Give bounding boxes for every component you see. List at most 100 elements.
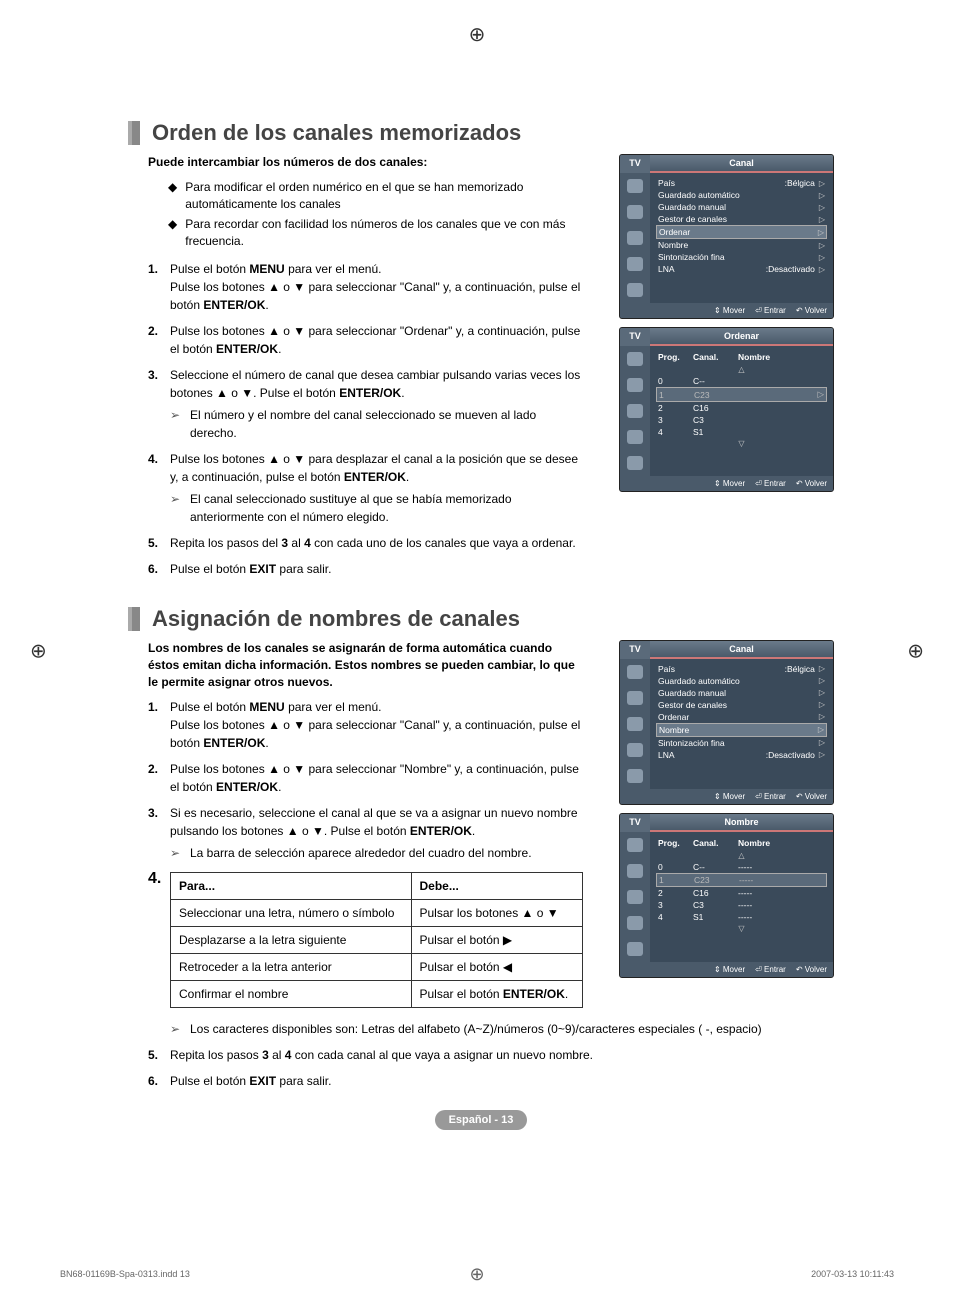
doc-footer-left: BN68-01169B-Spa-0313.indd 13 (60, 1269, 190, 1279)
step: 5.Repita los pasos del 3 al 4 con cada u… (148, 534, 834, 552)
footer-hint: ⏎ Entrar (755, 306, 786, 315)
footer-hint: ⏎ Entrar (755, 479, 786, 488)
menu-item: Ordenar▷ (656, 711, 827, 723)
crop-mark-top-icon: ⊕ (469, 22, 486, 47)
crop-mark-left-icon: ⊕ (30, 638, 47, 663)
substep-text: La barra de selección aparece alrededor … (190, 844, 532, 862)
step-num: 4. (148, 450, 170, 526)
step-num: 2. (148, 322, 170, 358)
menu-item: Ordenar▷ (656, 225, 827, 239)
table-row: Confirmar el nombrePulsar el botón ENTER… (171, 981, 583, 1008)
footer-hint: ⇕ Mover (714, 965, 745, 974)
tv-tab: TV (620, 641, 650, 659)
footer-hint: ↶ Volver (796, 792, 827, 801)
crop-mark-bottom-icon: ⊕ (469, 1264, 484, 1285)
step: 5.Repita los pasos 3 al 4 con cada canal… (148, 1046, 834, 1064)
step-num: 3. (148, 804, 170, 862)
step-text: Pulse el botón EXIT para salir. (170, 1072, 834, 1090)
menu-item: Sintonización fina▷ (656, 737, 827, 749)
footer-hint: ⇕ Mover (714, 792, 745, 801)
table-cell: Retroceder a la letra anterior (171, 954, 412, 981)
diamond-icon: ◆ (168, 216, 177, 250)
step-num: 4. (148, 870, 170, 1008)
menu-item: Gestor de canales▷ (656, 699, 827, 711)
channel-row: 0C-- (656, 375, 827, 387)
scroll-down-icon: ▽ (656, 923, 827, 934)
step-text: Pulse el botón MENU para ver el menú.Pul… (170, 260, 583, 314)
scroll-up-icon: △ (656, 850, 827, 861)
step-text: Repita los pasos del 3 al 4 con cada uno… (170, 534, 834, 552)
menu-item: Guardado automático▷ (656, 675, 827, 687)
doc-footer-right: 2007-03-13 10:11:43 (811, 1269, 894, 1279)
step-text: Pulse los botones ▲ o ▼ para seleccionar… (170, 322, 583, 358)
step-num: 1. (148, 260, 170, 314)
step-text: Seleccione el número de canal que desea … (170, 366, 583, 442)
step: 6.Pulse el botón EXIT para salir. (148, 560, 834, 578)
menu-item: Guardado manual▷ (656, 201, 827, 213)
table-cell: Confirmar el nombre (171, 981, 412, 1008)
section2-table-step: 4. Para...Debe...Seleccionar una letra, … (148, 870, 583, 1008)
menu-category-icon (627, 205, 643, 219)
channel-row: 4S1----- (656, 911, 827, 923)
step-num: 6. (148, 1072, 170, 1090)
channel-row: 1C23▷ (656, 387, 827, 402)
step-text: Si es necesario, seleccione el canal al … (170, 804, 583, 862)
section1-steps: 1.Pulse el botón MENU para ver el menú.P… (148, 260, 583, 526)
menu-category-icon (627, 864, 643, 878)
tv-tab: TV (620, 814, 650, 832)
table-header: Para... (171, 873, 412, 900)
channel-row: 2C16----- (656, 887, 827, 899)
scroll-up-icon: △ (656, 364, 827, 375)
arrow-icon: ➢ (170, 406, 190, 442)
menu-category-icon (627, 691, 643, 705)
footer-hint: ⏎ Entrar (755, 965, 786, 974)
section2-steps: 1.Pulse el botón MENU para ver el menú.P… (148, 698, 583, 862)
step: 3.Seleccione el número de canal que dese… (148, 366, 583, 442)
menu-title: Canal (650, 641, 833, 659)
tv-menu-ordenar-list: TVOrdenarProg.Canal.Nombre△0C--1C23▷2C16… (619, 327, 834, 492)
step: 6.Pulse el botón EXIT para salir. (148, 1072, 834, 1090)
section1-steps-wide: 5.Repita los pasos del 3 al 4 con cada u… (148, 534, 834, 578)
diamond-icon: ◆ (168, 179, 177, 213)
footer-hint: ↶ Volver (796, 479, 827, 488)
table-row: Seleccionar una letra, número o símboloP… (171, 900, 583, 927)
scroll-down-icon: ▽ (656, 438, 827, 449)
step-text: Pulse el botón EXIT para salir. (170, 560, 834, 578)
table-cell: Seleccionar una letra, número o símbolo (171, 900, 412, 927)
note-text: Los caracteres disponibles son: Letras d… (190, 1020, 762, 1038)
footer-hint: ↶ Volver (796, 965, 827, 974)
section2-title: Asignación de nombres de canales (128, 606, 834, 632)
channel-row: 4S1 (656, 426, 827, 438)
menu-category-icon (627, 257, 643, 271)
menu-title: Canal (650, 155, 833, 173)
list-header: Prog.Canal.Nombre (656, 350, 827, 364)
arrow-icon: ➢ (170, 1020, 190, 1038)
table-cell: Pulsar el botón ENTER/OK. (411, 981, 583, 1008)
menu-category-icon (627, 378, 643, 392)
step: 4.Pulse los botones ▲ o ▼ para desplazar… (148, 450, 583, 526)
arrow-icon: ➢ (170, 490, 190, 526)
step-num: 5. (148, 534, 170, 552)
table-cell: Pulsar el botón ◀ (411, 954, 583, 981)
menu-category-icon (627, 916, 643, 930)
step-num: 6. (148, 560, 170, 578)
footer-hint: ⇕ Mover (714, 306, 745, 315)
channel-row: 3C3----- (656, 899, 827, 911)
page-content: Orden de los canales memorizados Puede i… (0, 0, 954, 1190)
step-num: 5. (148, 1046, 170, 1064)
table-cell: Desplazarse a la letra siguiente (171, 927, 412, 954)
tv-menu-canal-nombre: TVCanalPaís:Bélgica▷Guardado automático▷… (619, 640, 834, 805)
menu-title: Nombre (650, 814, 833, 832)
table-row: Retroceder a la letra anteriorPulsar el … (171, 954, 583, 981)
menu-category-icon (627, 231, 643, 245)
menu-item: Guardado automático▷ (656, 189, 827, 201)
step-text: Pulse los botones ▲ o ▼ para seleccionar… (170, 760, 583, 796)
action-table: Para...Debe...Seleccionar una letra, núm… (170, 872, 583, 1008)
bullet-text: Para modificar el orden numérico en el q… (185, 179, 604, 213)
channel-row: 1C23----- (656, 873, 827, 887)
substep-text: El canal seleccionado sustituye al que s… (190, 490, 583, 526)
menu-item: Nombre▷ (656, 723, 827, 737)
step: 2.Pulse los botones ▲ o ▼ para seleccion… (148, 760, 583, 796)
list-header: Prog.Canal.Nombre (656, 836, 827, 850)
menu-category-icon (627, 283, 643, 297)
